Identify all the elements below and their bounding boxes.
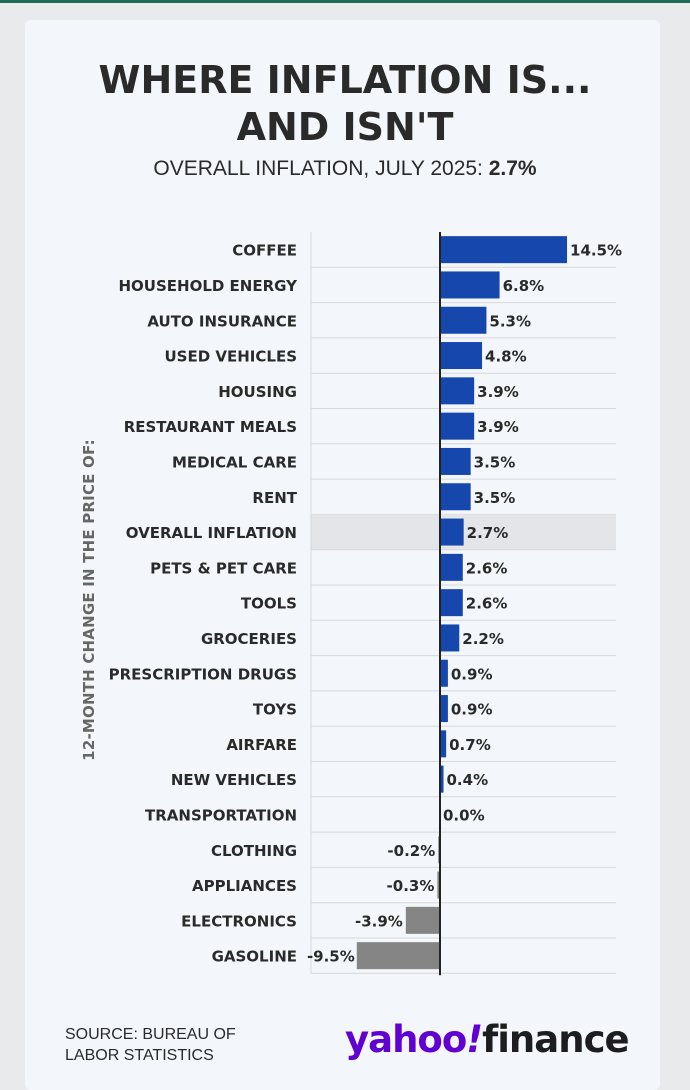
- value-label-auto-insurance: 5.3%: [489, 312, 531, 330]
- bar-overall-inflation: [440, 519, 464, 546]
- bar-rent: [440, 483, 471, 510]
- category-label-gasoline: GASOLINE: [212, 948, 297, 966]
- category-label-overall-inflation: OVERALL INFLATION: [126, 524, 297, 542]
- bar-coffee: [440, 236, 567, 263]
- category-label-rent: RENT: [252, 489, 297, 507]
- bar-prescription-drugs: [440, 660, 448, 687]
- category-label-new-vehicles: NEW VEHICLES: [171, 771, 297, 789]
- category-label-used-vehicles: USED VEHICLES: [164, 348, 297, 366]
- value-label-household-energy: 6.8%: [503, 277, 545, 295]
- bar-groceries: [440, 624, 459, 651]
- bar-gasoline: [357, 942, 440, 969]
- category-label-airfare: AIRFARE: [226, 736, 297, 754]
- yahoo-finance-logo: yahoo!finance: [345, 1018, 629, 1061]
- value-label-housing: 3.9%: [477, 383, 519, 401]
- value-label-pets-pet-care: 2.6%: [466, 559, 508, 577]
- category-label-transportation: TRANSPORTATION: [145, 806, 297, 824]
- source-line-1: SOURCE: BUREAU OF: [65, 1024, 265, 1045]
- value-label-groceries: 2.2%: [462, 630, 504, 648]
- category-label-clothing: CLOTHING: [211, 842, 297, 860]
- bar-restaurant-meals: [440, 413, 474, 440]
- category-label-coffee: COFFEE: [232, 242, 297, 260]
- bar-medical-care: [440, 448, 471, 475]
- source-line-2: LABOR STATISTICS: [65, 1045, 265, 1066]
- value-label-clothing: -0.2%: [387, 842, 435, 860]
- bar-electronics: [406, 907, 440, 934]
- value-label-prescription-drugs: 0.9%: [451, 665, 493, 683]
- category-label-medical-care: MEDICAL CARE: [172, 453, 297, 471]
- value-label-rent: 3.5%: [474, 489, 516, 507]
- value-label-medical-care: 3.5%: [474, 453, 516, 471]
- value-label-electronics: -3.9%: [355, 912, 403, 930]
- value-label-airfare: 0.7%: [449, 736, 491, 754]
- value-label-overall-inflation: 2.7%: [467, 524, 509, 542]
- category-label-prescription-drugs: PRESCRIPTION DRUGS: [109, 665, 297, 683]
- category-label-groceries: GROCERIES: [201, 630, 297, 648]
- bar-housing: [440, 377, 474, 404]
- source-note: SOURCE: BUREAU OF LABOR STATISTICS: [65, 1024, 265, 1066]
- category-label-electronics: ELECTRONICS: [181, 912, 297, 930]
- value-label-used-vehicles: 4.8%: [485, 348, 527, 366]
- category-label-housing: HOUSING: [218, 383, 297, 401]
- category-label-appliances: APPLIANCES: [192, 877, 297, 895]
- value-label-restaurant-meals: 3.9%: [477, 418, 519, 436]
- category-label-restaurant-meals: RESTAURANT MEALS: [124, 418, 297, 436]
- bar-household-energy: [440, 271, 500, 298]
- category-label-tools: TOOLS: [241, 595, 297, 613]
- value-label-toys: 0.9%: [451, 701, 493, 719]
- value-label-coffee: 14.5%: [570, 242, 622, 260]
- value-label-gasoline: -9.5%: [307, 948, 355, 966]
- category-label-auto-insurance: AUTO INSURANCE: [147, 312, 297, 330]
- bar-toys: [440, 695, 448, 722]
- category-label-toys: TOYS: [253, 701, 297, 719]
- bar-auto-insurance: [440, 307, 486, 334]
- value-label-new-vehicles: 0.4%: [447, 771, 489, 789]
- value-label-transportation: 0.0%: [443, 806, 485, 824]
- bar-pets-pet-care: [440, 554, 463, 581]
- value-label-appliances: -0.3%: [387, 877, 435, 895]
- category-label-pets-pet-care: PETS & PET CARE: [150, 559, 297, 577]
- category-label-household-energy: HOUSEHOLD ENERGY: [118, 277, 298, 295]
- bar-tools: [440, 589, 463, 616]
- value-label-tools: 2.6%: [466, 595, 508, 613]
- bar-used-vehicles: [440, 342, 482, 369]
